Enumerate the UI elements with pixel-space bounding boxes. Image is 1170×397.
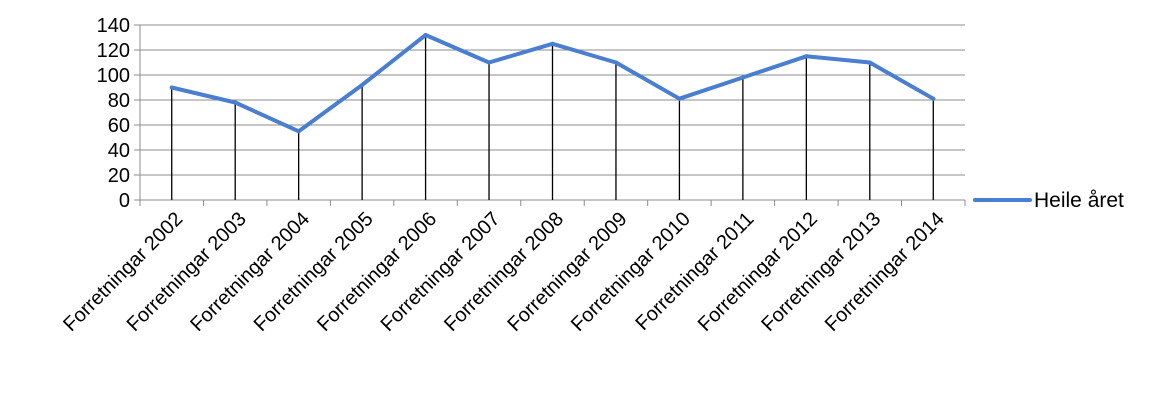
data-point bbox=[677, 96, 682, 101]
drop-lines bbox=[171, 35, 934, 200]
x-tick-label: Forretningar 2006 bbox=[313, 208, 441, 336]
y-tick-label: 0 bbox=[119, 190, 130, 212]
y-tick-label: 80 bbox=[108, 90, 130, 112]
data-point bbox=[804, 54, 809, 59]
data-point bbox=[233, 100, 238, 105]
data-point bbox=[931, 96, 936, 101]
x-tick-label: Forretningar 2011 bbox=[631, 208, 758, 335]
y-tick-label: 40 bbox=[108, 140, 130, 162]
data-point bbox=[360, 83, 365, 87]
data-point bbox=[423, 33, 428, 37]
data-point bbox=[487, 60, 492, 65]
x-tick-label: Forretningar 2014 bbox=[821, 208, 949, 336]
x-tick-label: Forretningar 2013 bbox=[757, 208, 885, 336]
x-tick-label: Forretningar 2007 bbox=[377, 208, 505, 336]
legend-label: Heile året bbox=[1034, 189, 1124, 212]
legend: Heile året bbox=[973, 189, 1124, 212]
x-tick-label: Forretningar 2005 bbox=[250, 208, 378, 336]
axes bbox=[134, 24, 966, 206]
x-tick-label: Forretningar 2009 bbox=[504, 208, 632, 336]
y-tick-label: 120 bbox=[97, 40, 130, 62]
x-tick-label: Forretningar 2012 bbox=[694, 208, 822, 336]
x-tick-label: Forretningar 2008 bbox=[440, 208, 568, 336]
data-point bbox=[550, 41, 555, 46]
data-point bbox=[296, 129, 301, 134]
data-point bbox=[867, 60, 872, 65]
data-point bbox=[740, 75, 745, 80]
x-tick-label: Forretningar 2004 bbox=[186, 208, 314, 336]
x-tick-label: Forretningar 2003 bbox=[123, 208, 251, 336]
series-layer bbox=[169, 33, 936, 134]
y-tick-label: 100 bbox=[97, 65, 130, 87]
y-tick-label: 20 bbox=[108, 165, 130, 187]
y-tick-label: 60 bbox=[108, 115, 130, 137]
y-tick-label: 140 bbox=[97, 15, 130, 37]
x-tick-label: Forretningar 2010 bbox=[567, 208, 695, 336]
data-point bbox=[169, 85, 174, 90]
y-tick-labels: 0 20 40 60 80 100 120 140 bbox=[97, 15, 130, 212]
x-tick-label: Forretningar 2002 bbox=[59, 208, 187, 336]
data-point bbox=[613, 60, 618, 65]
